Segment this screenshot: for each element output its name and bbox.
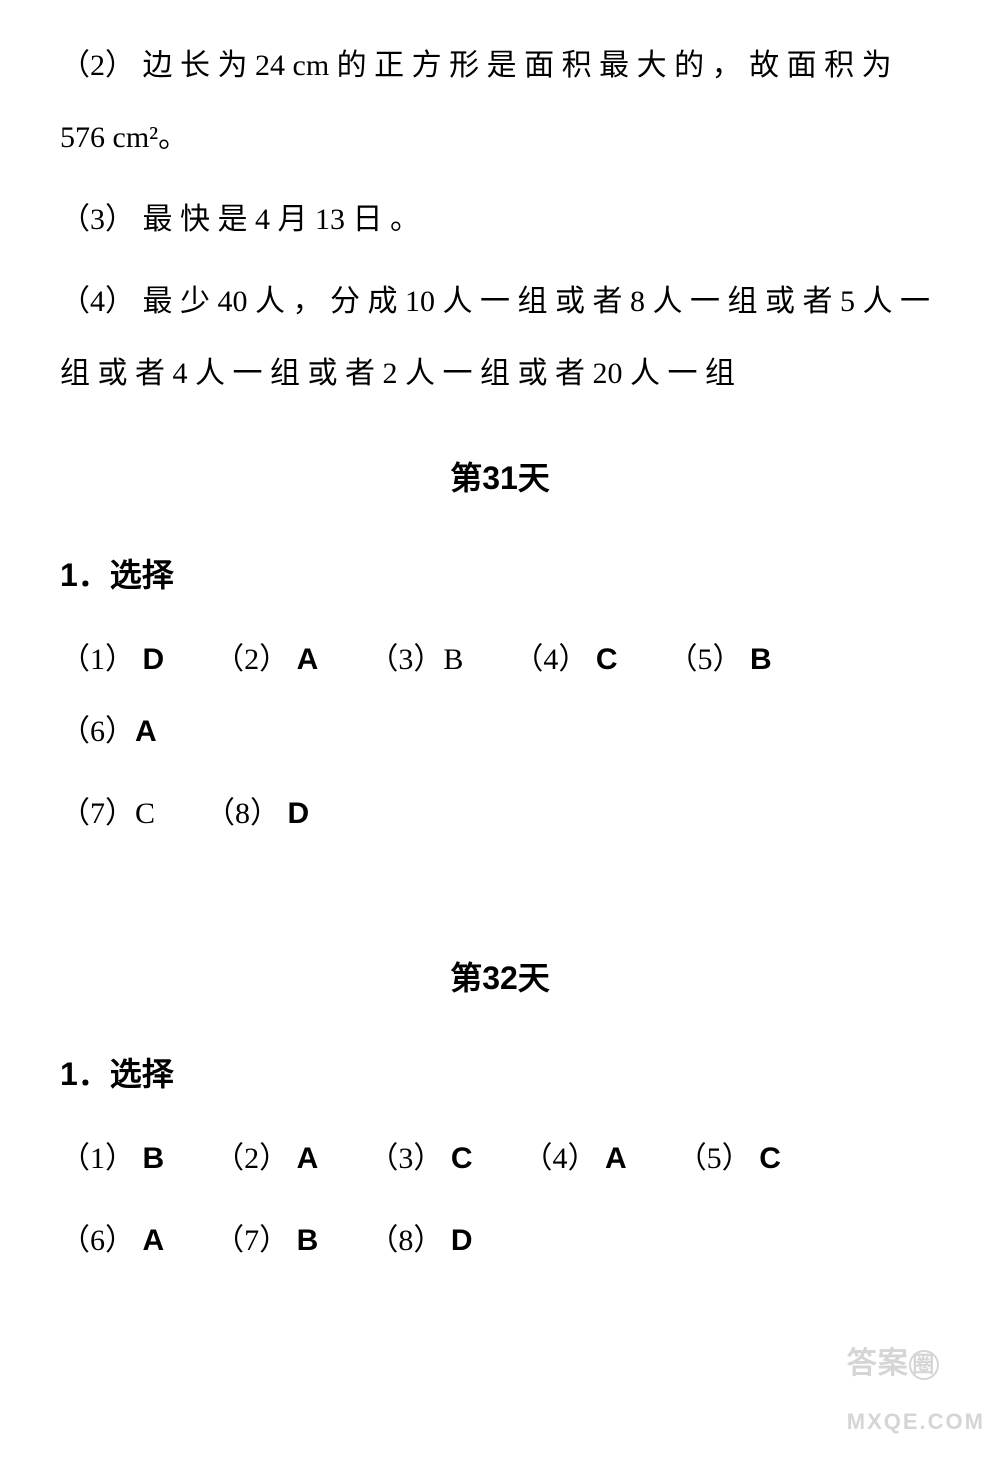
answer-letter: A — [135, 715, 157, 748]
answer-num: （4） — [523, 1142, 598, 1175]
day31-answers-row1: （1） D （2） A （3）B （4） C （5） B （6）A — [60, 624, 940, 768]
answer-num: （2） — [214, 1142, 289, 1175]
answer-item: （2） A — [214, 1123, 318, 1195]
watermark-circle-icon: 圈 — [909, 1350, 939, 1380]
day32-answers-row2: （6） A （7） B （8） D — [60, 1205, 940, 1277]
answer-item: （4） A — [523, 1123, 627, 1195]
answer-item: （5） B — [668, 624, 772, 696]
answer-letter: C — [135, 797, 155, 830]
day32-title: 第32天 — [60, 940, 940, 1017]
answer-num: （7） — [214, 1224, 289, 1257]
answer-item: （5） C — [677, 1123, 781, 1195]
answer-num: （1） — [60, 1142, 135, 1175]
answer-item: （7） B — [214, 1205, 318, 1277]
paragraph-2: （2） 边 长 为 24 cm 的 正 方 形 是 面 积 最 大 的 ， 故 … — [60, 30, 940, 174]
answer-letter: A — [605, 1142, 627, 1175]
watermark: 答案圈 MXQE.COM — [847, 1328, 985, 1449]
answer-letter: C — [759, 1142, 781, 1175]
answer-num: （8） — [368, 1224, 443, 1257]
answer-letter: B — [443, 643, 463, 676]
answer-item: （1） D — [60, 624, 164, 696]
answer-num: （6） — [60, 1224, 135, 1257]
answer-item: （6）A — [60, 696, 157, 768]
day31-answers-row2: （7）C （8） D — [60, 778, 940, 850]
answer-num: （3） — [368, 1142, 443, 1175]
answer-num: （1） — [60, 643, 135, 676]
answer-num: （2） — [214, 643, 289, 676]
answer-num: （5） — [668, 643, 743, 676]
answer-letter: A — [143, 1224, 165, 1257]
answer-item: （1） B — [60, 1123, 164, 1195]
day31-title: 第31天 — [60, 440, 940, 517]
answer-item: （2） A — [214, 624, 318, 696]
answer-item: （7）C — [60, 778, 155, 850]
answer-num: （3） — [368, 643, 443, 676]
answer-letter: D — [288, 797, 310, 830]
answer-item: （3）B — [368, 624, 463, 696]
answer-letter: B — [750, 643, 772, 676]
watermark-line2: MXQE.COM — [847, 1396, 985, 1449]
answer-letter: A — [297, 1142, 319, 1175]
answer-item: （3） C — [368, 1123, 472, 1195]
answer-num: （8） — [205, 797, 280, 830]
day32-answers-row1: （1） B （2） A （3） C （4） A （5） C — [60, 1123, 940, 1195]
watermark-text-a: 答案 — [847, 1347, 909, 1380]
day31-section-label: 1．选择 — [60, 537, 940, 614]
answer-num: （7） — [60, 797, 135, 830]
answer-item: （4） C — [513, 624, 617, 696]
answer-letter: D — [143, 643, 165, 676]
paragraph-4: （4） 最 少 40 人 ， 分 成 10 人 一 组 或 者 8 人 一 组 … — [60, 266, 940, 410]
answer-num: （4） — [513, 643, 588, 676]
watermark-line1: 答案圈 — [847, 1328, 985, 1400]
answer-letter: B — [143, 1142, 165, 1175]
answer-letter: B — [297, 1224, 319, 1257]
answer-letter: A — [297, 643, 319, 676]
answer-item: （8） D — [205, 778, 309, 850]
answer-num: （5） — [677, 1142, 752, 1175]
answer-letter: C — [596, 643, 618, 676]
paragraph-3: （3） 最 快 是 4 月 13 日 。 — [60, 184, 940, 256]
day32-section-label: 1．选择 — [60, 1036, 940, 1113]
answer-item: （6） A — [60, 1205, 164, 1277]
answer-item: （8） D — [368, 1205, 472, 1277]
answer-letter: C — [451, 1142, 473, 1175]
answer-letter: D — [451, 1224, 473, 1257]
answer-num: （6） — [60, 715, 135, 748]
